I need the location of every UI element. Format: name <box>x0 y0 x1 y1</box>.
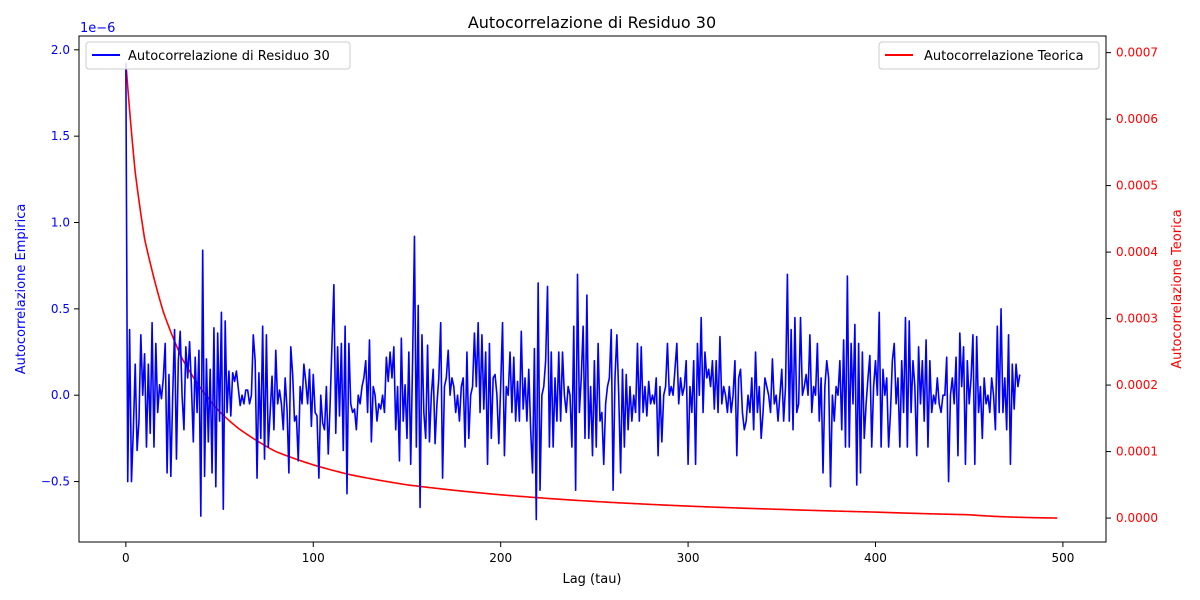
legend-right-box <box>878 41 1100 70</box>
legend-left: Autocorrelazione di Residuo 30 <box>85 41 351 70</box>
empirical-autocorrelation-line <box>125 63 1021 521</box>
x-tick-label: 100 <box>302 551 325 565</box>
left-y-tick-label: 2.0 <box>51 43 70 57</box>
right-y-tick-label: 0.0006 <box>1116 112 1158 126</box>
legend-left-box <box>85 41 351 70</box>
left-axis-offset-label: 1e−6 <box>80 21 115 36</box>
right-y-tick-label: 0.0003 <box>1116 312 1158 326</box>
x-axis-label: Lag (tau) <box>562 572 621 587</box>
theoretical-autocorrelation-line <box>125 62 1058 519</box>
right-y-tick-label: 0.0007 <box>1116 46 1158 60</box>
left-y-axis-label: Autocorrelazione Empirica <box>14 204 29 375</box>
left-y-axis: −0.5 0.0 0.5 1.0 1.5 2.0 <box>41 43 79 489</box>
chart-title: Autocorrelazione di Residuo 30 <box>468 13 716 32</box>
plot-area <box>78 35 1107 543</box>
right-y-axis: 0.0000 0.0001 0.0002 0.0003 0.0004 0.0005 0.00… <box>1106 46 1158 525</box>
right-y-tick-label: 0.0002 <box>1116 378 1158 392</box>
left-y-tick-label: 0.0 <box>51 388 70 402</box>
x-axis: 0 100 200 300 400 500 <box>122 542 1074 565</box>
left-y-tick-label: 1.5 <box>51 129 70 143</box>
right-y-tick-label: 0.0001 <box>1116 445 1158 459</box>
x-tick-label: 400 <box>864 551 887 565</box>
left-y-tick-label: −0.5 <box>41 475 70 489</box>
plot-background <box>79 36 1106 542</box>
x-tick-label: 300 <box>677 551 700 565</box>
right-y-axis-label: Autocorrelazione Teorica <box>1170 209 1185 369</box>
right-y-tick-label: 0.0000 <box>1116 511 1158 525</box>
x-tick-label: 0 <box>122 551 130 565</box>
x-tick-label: 200 <box>489 551 512 565</box>
legend-right: Autocorrelazione Teorica <box>878 41 1100 70</box>
empirical-series <box>125 63 1021 521</box>
right-y-tick-label: 0.0005 <box>1116 179 1158 193</box>
legend-right-label: Autocorrelazione Teorica <box>924 49 1084 64</box>
legend-left-label: Autocorrelazione di Residuo 30 <box>128 49 330 64</box>
theoretical-series <box>125 62 1058 519</box>
left-y-tick-label: 1.0 <box>51 216 70 230</box>
x-tick-label: 500 <box>1051 551 1074 565</box>
right-y-tick-label: 0.0004 <box>1116 245 1158 259</box>
left-y-tick-label: 0.5 <box>51 302 70 316</box>
plot-frame <box>78 35 1107 543</box>
